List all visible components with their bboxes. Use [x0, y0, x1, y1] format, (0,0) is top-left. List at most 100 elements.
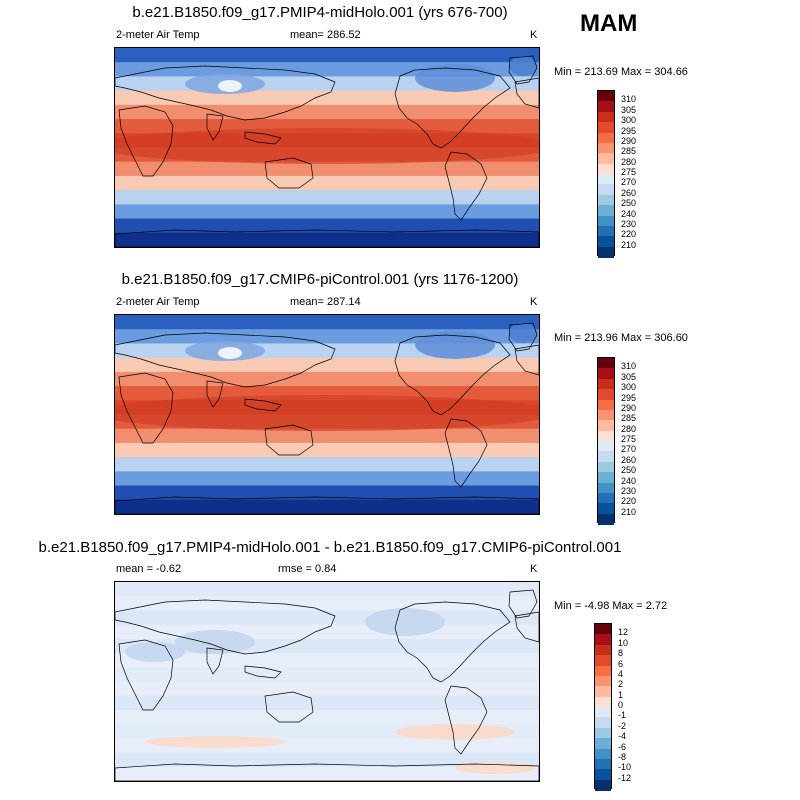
- coastline: [244, 131, 282, 145]
- colorbar-tick-label: 310: [621, 361, 637, 372]
- coastline: [508, 322, 538, 352]
- colorbar-swatch: [598, 492, 614, 504]
- season-label: MAM: [580, 10, 638, 37]
- coastline: [264, 424, 314, 456]
- cold-region: [509, 56, 537, 76]
- colorbar-swatch: [595, 779, 611, 791]
- colorbar-swatch: [595, 738, 611, 749]
- panel-3-minmax: Min = -4.98 Max = 2.72: [554, 600, 668, 612]
- colorbar-swatch: [595, 655, 611, 666]
- colorbar-tick-label: 10: [618, 637, 629, 648]
- temperature-band: [115, 104, 539, 120]
- colorbar-tick-label: 285: [621, 413, 637, 424]
- tropical-warm-core: [115, 128, 539, 164]
- colorbar-tick-label: 300: [621, 115, 637, 126]
- colorbar-swatch: [598, 246, 614, 258]
- colorbar-swatch: [598, 194, 614, 206]
- coastline: [394, 67, 511, 149]
- coastline: [514, 611, 539, 643]
- temperature-band: [115, 232, 539, 247]
- colorbar-swatch: [598, 163, 614, 175]
- panel-2-minmax: Min = 213.96 Max = 306.60: [554, 332, 688, 344]
- colorbar-swatch: [595, 717, 611, 729]
- colorbar-swatch: [598, 378, 614, 390]
- temperature-band: [115, 48, 539, 63]
- coastline: [115, 496, 539, 514]
- panel-3-title: b.e21.B1850.f09_g17.PMIP4-midHolo.001 - …: [38, 539, 622, 556]
- cold-region: [415, 64, 495, 92]
- temperature-band: [115, 766, 539, 781]
- colorbar-tick-label: 240: [621, 208, 637, 219]
- coastline: [115, 229, 539, 247]
- colorbar-tick-label: -8: [618, 751, 627, 762]
- anomaly-region: [395, 724, 515, 740]
- colorbar-tick-label: 310: [621, 94, 637, 105]
- temperature-band: [115, 371, 539, 387]
- colorbar-swatch: [598, 420, 614, 432]
- colorbar-swatch: [598, 225, 614, 237]
- colorbar-tick-label: -12: [618, 772, 632, 783]
- coastline: [444, 418, 488, 488]
- temperature-band: [115, 471, 539, 487]
- colorbar-tick-label: 1: [618, 689, 624, 700]
- colorbar-swatch: [598, 184, 614, 196]
- coastline: [508, 55, 538, 85]
- colorbar-swatch: [598, 111, 614, 123]
- coastline: [118, 372, 174, 444]
- colorbar-swatch: [595, 707, 611, 718]
- colorbar-tick-label: 300: [621, 382, 637, 393]
- cold-region: [218, 80, 242, 92]
- colorbar-tick-label: 260: [621, 187, 637, 198]
- colorbar-tick-label: 0: [618, 700, 624, 710]
- coastline: [514, 77, 539, 109]
- temperature-band: [115, 90, 539, 106]
- coastline: [264, 157, 314, 189]
- colorbar-tick-label: 220: [621, 496, 637, 507]
- panel-3-rmse-label: rmse = 0.84: [278, 563, 337, 575]
- colorbar-swatch: [598, 153, 614, 165]
- temperature-band: [115, 428, 539, 444]
- cold-region: [509, 323, 537, 343]
- colorbar-swatch: [595, 769, 611, 781]
- colorbar-swatch: [598, 101, 614, 113]
- colorbar-swatch: [595, 686, 611, 698]
- panel-3-mean-label: mean = -0.62: [116, 563, 182, 575]
- colorbar-swatch: [595, 634, 611, 646]
- temperature-band: [115, 695, 539, 711]
- colorbar-swatch: [598, 472, 614, 483]
- colorbar-tick-label: 280: [621, 423, 637, 434]
- colorbar-swatch: [598, 441, 614, 452]
- coastline: [394, 601, 511, 683]
- colorbar-swatch: [598, 368, 614, 380]
- temperature-band: [115, 315, 539, 330]
- panel-2-unit-label: K: [530, 296, 538, 308]
- temperature-band: [115, 457, 539, 472]
- temperature-band: [115, 190, 539, 205]
- temperature-band: [115, 582, 539, 597]
- coastline: [115, 65, 336, 121]
- colorbar-tick-label: -10: [618, 762, 632, 773]
- temperature-band: [115, 499, 539, 514]
- colorbar-swatch: [598, 122, 614, 133]
- cold-region: [218, 347, 242, 359]
- anomaly-region: [455, 762, 535, 774]
- colorbar-swatch: [598, 451, 614, 463]
- colorbar-swatch: [598, 236, 614, 248]
- temperature-band: [115, 161, 539, 177]
- panel-3-colorbar: 12 10 8 6 4 2 1 0 -1 -2 -4 -6 -8 -10 -12: [594, 623, 631, 791]
- colorbar-tick-label: 275: [621, 434, 637, 444]
- panel-1-unit-label: K: [530, 29, 538, 41]
- colorbar-swatches: [597, 90, 615, 258]
- panel-2-variable-label: 2-meter Air Temp: [116, 296, 200, 308]
- colorbar-tick-label: 280: [621, 156, 637, 167]
- coastline: [444, 685, 488, 755]
- colorbar-tick-label: 220: [621, 229, 637, 240]
- coastline: [118, 105, 174, 177]
- colorbar-swatch: [598, 503, 614, 515]
- colorbar-swatch: [598, 91, 614, 102]
- colorbar-tick-label: -1: [618, 710, 627, 721]
- tropical-warm-core: [115, 395, 539, 431]
- colorbar-swatch: [598, 482, 614, 494]
- coastline: [115, 763, 539, 781]
- temperature-band: [115, 357, 539, 373]
